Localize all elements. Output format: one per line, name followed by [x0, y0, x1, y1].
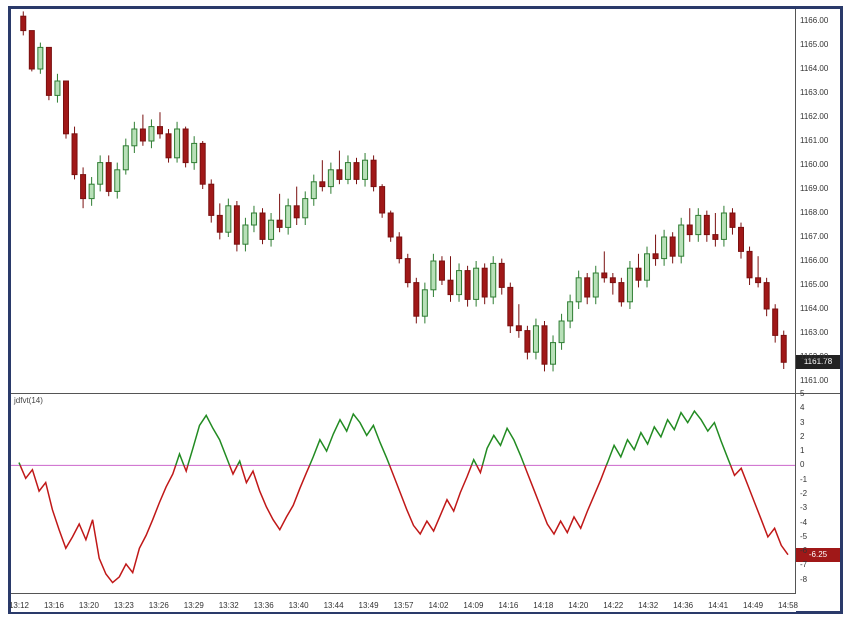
time-xtick: 13:16: [44, 601, 64, 610]
price-ytick: 1169.00: [800, 184, 828, 193]
price-ytick: 1167.00: [800, 232, 828, 241]
price-ytick: 1161.00: [800, 376, 828, 385]
candlestick-chart: [11, 9, 796, 393]
price-ytick: 1163.00: [800, 328, 828, 337]
osc-ytick: -7: [800, 560, 807, 569]
price-ytick: 1165.00: [800, 40, 828, 49]
time-xtick: 13:29: [184, 601, 204, 610]
osc-ytick: -2: [800, 489, 807, 498]
chart-frame: 1161.78 1161.001162.001163.001164.001165…: [8, 6, 843, 614]
time-x-axis: 13:12 13:16 13:20 13:23 13:26 13:29 13:32 13:36…: [11, 593, 796, 612]
time-xtick: 14:49: [743, 601, 763, 610]
price-ytick: 1168.00: [800, 208, 828, 217]
price-ytick: 1163.00: [800, 88, 828, 97]
price-y-axis: 1161.78 1161.001162.001163.001164.001165…: [795, 9, 840, 393]
osc-ytick: 2: [800, 432, 804, 441]
price-pane[interactable]: 1161.78 1161.001162.001163.001164.001165…: [11, 9, 840, 393]
time-xtick: 14:09: [463, 601, 483, 610]
osc-ytick: -4: [800, 518, 807, 527]
oscillator-plot-area[interactable]: jdfvt(14): [11, 394, 796, 594]
time-xtick: 13:12: [9, 601, 29, 610]
price-ytick: 1164.00: [800, 304, 828, 313]
time-xtick: 13:44: [324, 601, 344, 610]
osc-ytick: 4: [800, 403, 804, 412]
osc-ytick: 0: [800, 460, 804, 469]
price-ytick: 1161.00: [800, 136, 828, 145]
osc-ytick: 1: [800, 446, 804, 455]
price-ytick: 1166.00: [800, 16, 828, 25]
time-xtick: 14:18: [533, 601, 553, 610]
time-xtick: 13:40: [289, 601, 309, 610]
osc-ytick: -6: [800, 546, 807, 555]
osc-ytick: 3: [800, 418, 804, 427]
time-xtick: 13:23: [114, 601, 134, 610]
time-xtick: 13:32: [219, 601, 239, 610]
price-ytick: 1160.00: [800, 160, 828, 169]
time-xtick: 14:16: [498, 601, 518, 610]
time-xtick: 14:36: [673, 601, 693, 610]
osc-ytick: -5: [800, 532, 807, 541]
oscillator-chart: [11, 394, 796, 594]
osc-ytick: -1: [800, 475, 807, 484]
time-xtick: 13:20: [79, 601, 99, 610]
osc-ytick: -3: [800, 503, 807, 512]
time-xtick: 14:41: [708, 601, 728, 610]
price-ytick: 1165.00: [800, 280, 828, 289]
time-xtick: 14:02: [428, 601, 448, 610]
time-xtick: 14:58: [778, 601, 798, 610]
time-xtick: 13:26: [149, 601, 169, 610]
oscillator-pane[interactable]: jdfvt(14) -6.25 -8-7-6-5-4-3-2-1012345 1…: [11, 393, 840, 612]
time-xtick: 14:32: [638, 601, 658, 610]
osc-ytick: 5: [800, 389, 804, 398]
time-xtick: 14:22: [603, 601, 623, 610]
price-ytick: 1162.00: [800, 352, 828, 361]
time-xtick: 14:20: [568, 601, 588, 610]
osc-ytick: -8: [800, 575, 807, 584]
price-plot-area[interactable]: [11, 9, 796, 393]
price-ytick: 1166.00: [800, 256, 828, 265]
time-xtick: 13:57: [393, 601, 413, 610]
price-ytick: 1164.00: [800, 64, 828, 73]
time-xtick: 13:36: [254, 601, 274, 610]
oscillator-y-axis: -6.25 -8-7-6-5-4-3-2-1012345: [795, 394, 840, 594]
time-xtick: 13:49: [359, 601, 379, 610]
price-ytick: 1162.00: [800, 112, 828, 121]
